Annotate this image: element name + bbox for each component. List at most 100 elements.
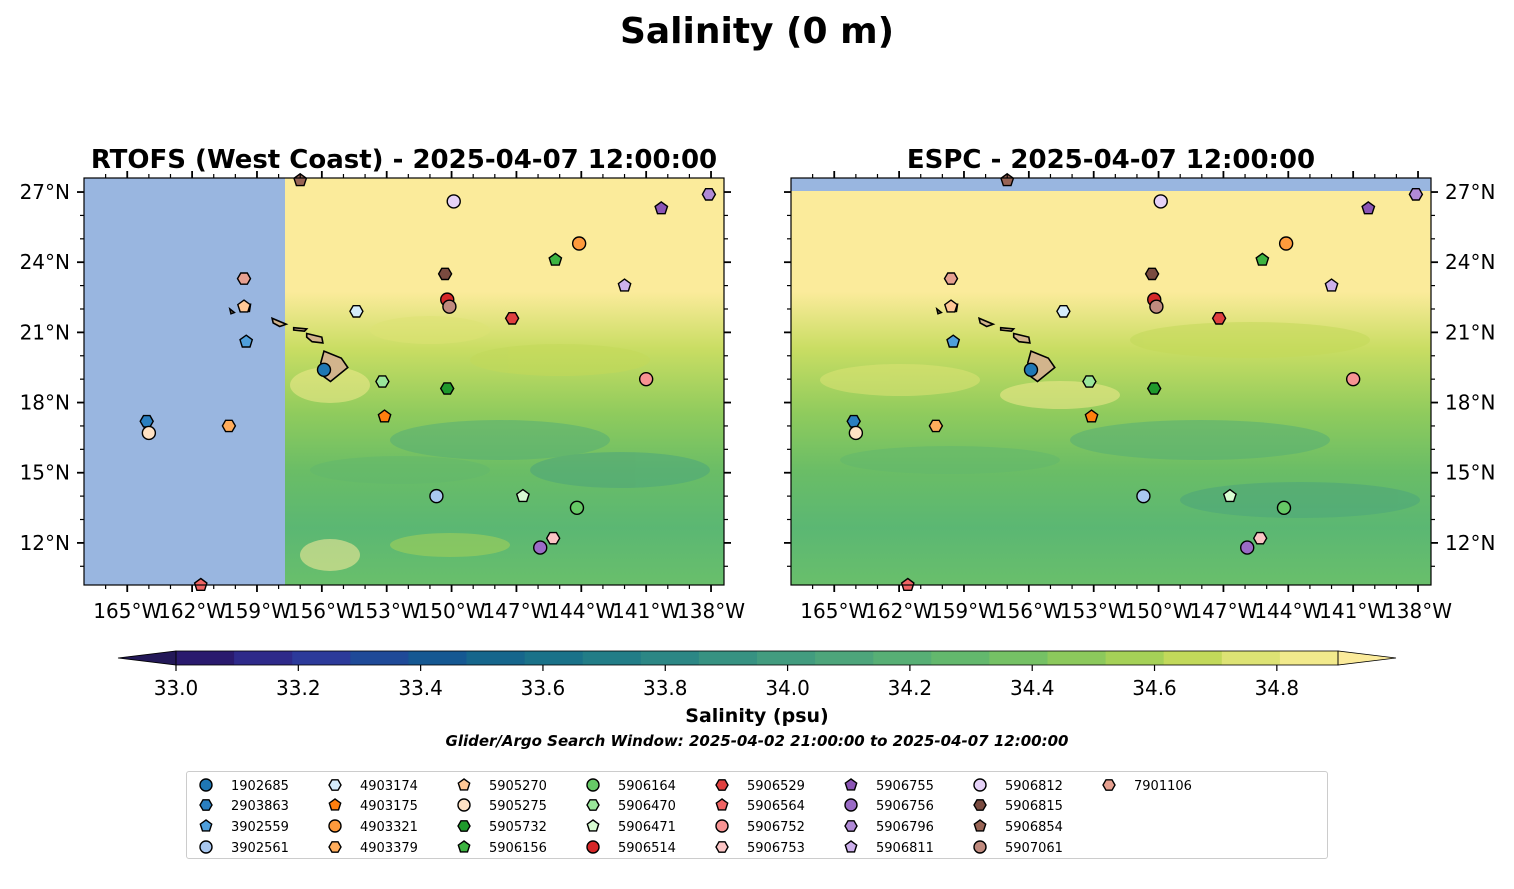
colorbar-tick-label: 34.4 [1010, 676, 1055, 700]
island-espc-1 [1012, 332, 1031, 344]
float-marker-5906753-espc [1252, 531, 1268, 545]
x-tick-label: 156°W [288, 599, 356, 623]
float-marker-5906752-rtofs [638, 371, 654, 387]
axes-frame-rtofs [83, 177, 725, 586]
colorbar-cell [292, 651, 351, 665]
colorbar-cell [176, 651, 235, 665]
float-marker-5906156-rtofs [548, 252, 563, 266]
colorbar-tick-label: 34.8 [1255, 676, 1300, 700]
colorbar-cell [1163, 651, 1223, 665]
x-tick-label: 159°W [930, 599, 998, 623]
colorbar-cell [466, 651, 526, 665]
float-marker-5906812-rtofs [446, 194, 461, 209]
x-tick-label: 150°W [1125, 599, 1193, 623]
colorbar-cell [234, 651, 293, 665]
x-tick-label: 141°W [612, 599, 680, 623]
colorbar-tick-label: 34.2 [888, 676, 933, 700]
float-marker-1902685-espc [1023, 362, 1039, 378]
float-marker-5906156-espc [1255, 252, 1270, 266]
island-rtofs-5 [228, 306, 236, 315]
colorbar-tick-label: 33.0 [154, 676, 199, 700]
float-marker-5906756-espc [1240, 540, 1255, 555]
colorbar-frame [175, 650, 1339, 666]
float-marker-4903175-rtofs [377, 409, 392, 423]
float-marker-5906796-espc [1408, 187, 1424, 201]
float-marker-5906796-rtofs [701, 187, 717, 201]
x-tick-label: 162°W [158, 599, 226, 623]
y-tick-label: 21°N [20, 320, 70, 344]
float-marker-5906470-rtofs [375, 375, 390, 388]
island-espc-3 [977, 316, 996, 328]
colorbar-extend-max [1337, 650, 1397, 666]
y-tick-label: 18°N [20, 391, 70, 415]
search-window-note: Glider/Argo Search Window: 2025-04-02 21… [446, 732, 1069, 750]
float-marker-5905732-rtofs [439, 382, 455, 395]
float-marker-5906529-espc [1211, 312, 1227, 325]
x-tick-label: 156°W [995, 599, 1063, 623]
float-marker-5905732-espc [1146, 382, 1162, 395]
colorbar-cell [1279, 651, 1339, 665]
panel-rtofs: RTOFS (West Coast) - 2025-04-07 12:00:00… [20, 145, 746, 623]
y-tick-label: 27°N [20, 180, 70, 204]
float-marker-5906470-espc [1082, 375, 1097, 388]
colorbar-cell [408, 651, 467, 665]
x-tick-label: 147°W [1189, 599, 1257, 623]
axes-frame-espc [790, 177, 1432, 586]
float-marker-3902559-rtofs [239, 334, 254, 348]
salinity-eddies-rtofs [290, 316, 710, 571]
y-tick-label: 15°N [1445, 461, 1495, 485]
colorbar-tick-label: 34.0 [765, 676, 810, 700]
float-marker-5906752-espc [1345, 371, 1361, 387]
float-marker-5906529-rtofs [504, 312, 520, 325]
float-marker-5906811-rtofs [617, 278, 632, 292]
colorbar-cell [698, 651, 758, 665]
salinity-eddies-espc [820, 322, 1420, 518]
float-marker-5906753-rtofs [545, 531, 561, 545]
colorbar-cell [815, 651, 874, 665]
x-tick-label: 144°W [547, 599, 615, 623]
y-tick-label: 12°N [20, 531, 70, 555]
panel-title-rtofs: RTOFS (West Coast) - 2025-04-07 12:00:00 [91, 145, 717, 175]
x-tick-label: 147°W [482, 599, 550, 623]
island-rtofs-3 [270, 316, 289, 328]
y-tick-label: 24°N [1445, 250, 1495, 274]
float-marker-5906756-rtofs [533, 540, 548, 555]
colorbar-extend-min [117, 650, 177, 666]
float-marker-3902559-espc [946, 334, 961, 348]
float-marker-2903863-espc [846, 414, 862, 428]
island-rtofs-2 [292, 326, 309, 333]
float-marker-5907061-espc [1149, 299, 1164, 314]
float-marker-5906471-rtofs [515, 488, 530, 503]
float-marker-5906755-espc [1361, 201, 1376, 215]
float-marker-5907061-rtofs [442, 299, 457, 314]
float-marker-4903321-rtofs [571, 236, 587, 251]
y-tick-label: 15°N [20, 461, 70, 485]
float-marker-4903175-espc [1084, 409, 1099, 423]
colorbar-cell [931, 651, 990, 665]
y-tick-label: 21°N [1445, 320, 1495, 344]
colorbar-cell [524, 651, 584, 665]
colorbar-cell [1047, 651, 1107, 665]
colorbar: 33.0 33.2 33.4 33.6 33.8 34.0 34.2 34.4 34.6 34.8… [117, 650, 1397, 727]
float-marker-5906164-espc [1276, 500, 1292, 516]
float-marker-5906815-espc [1144, 267, 1160, 281]
figure-title: Salinity (0 m) [620, 11, 894, 52]
colorbar-cell [757, 651, 816, 665]
float-marker-4903379-espc [928, 419, 944, 433]
colorbar-tick-label: 33.4 [398, 676, 443, 700]
island-rtofs-1 [305, 332, 324, 344]
no-data-region-rtofs [84, 178, 285, 585]
island-espc-5 [935, 306, 943, 315]
float-marker-5906471-espc [1222, 488, 1237, 503]
float-marker-5906164-rtofs [569, 500, 585, 516]
colorbar-cell [350, 651, 409, 665]
float-marker-5905270-rtofs [236, 299, 252, 313]
x-tick-label: 165°W [93, 599, 161, 623]
y-tick-label: 18°N [1445, 391, 1495, 415]
x-tick-label: 141°W [1319, 599, 1387, 623]
y-tick-label: 24°N [20, 250, 70, 274]
x-tick-label: 159°W [223, 599, 291, 623]
x-tick-label: 153°W [1060, 599, 1128, 623]
float-marker-1902685-rtofs [316, 362, 332, 378]
